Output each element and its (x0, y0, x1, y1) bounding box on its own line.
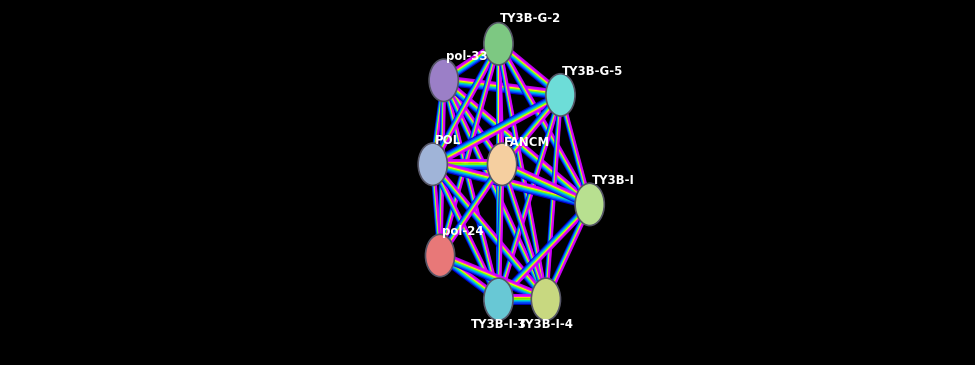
Text: FANCM: FANCM (504, 136, 550, 149)
Ellipse shape (418, 143, 448, 185)
Text: TY3B-G-5: TY3B-G-5 (563, 65, 624, 78)
Ellipse shape (531, 278, 561, 320)
Text: TY3B-I: TY3B-I (592, 174, 635, 187)
Ellipse shape (484, 23, 513, 65)
Ellipse shape (488, 143, 517, 185)
Ellipse shape (484, 278, 513, 320)
Ellipse shape (575, 183, 604, 226)
Text: pol-33: pol-33 (446, 50, 488, 63)
Text: pol-24: pol-24 (442, 225, 484, 238)
Text: TY3B-I-3: TY3B-I-3 (471, 318, 527, 331)
Ellipse shape (425, 234, 454, 277)
Ellipse shape (546, 74, 575, 116)
Text: TY3B-G-2: TY3B-G-2 (500, 12, 562, 26)
Text: TY3B-I-4: TY3B-I-4 (518, 318, 574, 331)
Ellipse shape (429, 59, 458, 101)
Text: POL: POL (435, 134, 461, 147)
